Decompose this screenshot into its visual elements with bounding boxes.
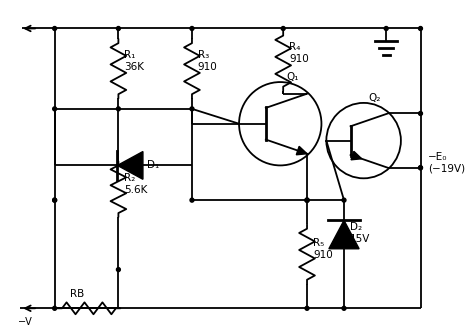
Text: R₁
36K: R₁ 36K (124, 50, 144, 71)
Polygon shape (118, 152, 143, 179)
Text: R₄
910: R₄ 910 (289, 42, 309, 64)
Circle shape (305, 198, 309, 202)
Polygon shape (296, 146, 307, 155)
Circle shape (53, 107, 56, 111)
Circle shape (342, 198, 346, 202)
Circle shape (419, 27, 422, 31)
Circle shape (117, 27, 120, 31)
Circle shape (305, 198, 309, 202)
Circle shape (53, 198, 56, 202)
Text: D₂
15V: D₂ 15V (350, 222, 370, 244)
Circle shape (190, 198, 194, 202)
Circle shape (419, 166, 422, 170)
Circle shape (117, 107, 120, 111)
Text: RB: RB (70, 290, 84, 299)
Circle shape (384, 27, 388, 31)
Circle shape (190, 107, 194, 111)
Circle shape (342, 306, 346, 310)
Text: Q₂: Q₂ (369, 93, 381, 103)
Circle shape (190, 27, 194, 31)
Circle shape (53, 27, 56, 31)
Text: −E₀
(−19V): −E₀ (−19V) (428, 152, 465, 174)
Polygon shape (351, 151, 362, 160)
Polygon shape (329, 220, 359, 249)
Circle shape (305, 306, 309, 310)
Text: −V: −V (18, 317, 33, 327)
Circle shape (117, 268, 120, 271)
Circle shape (53, 198, 56, 202)
Text: R₂
5.6K: R₂ 5.6K (124, 173, 148, 195)
Circle shape (305, 198, 309, 202)
Circle shape (53, 306, 56, 310)
Circle shape (419, 166, 422, 170)
Circle shape (281, 27, 285, 31)
Text: Q₁: Q₁ (286, 72, 299, 82)
Text: R₅
910: R₅ 910 (313, 239, 333, 260)
Text: D₁: D₁ (147, 161, 159, 170)
Text: R₃
910: R₃ 910 (198, 50, 218, 71)
Circle shape (419, 112, 422, 115)
